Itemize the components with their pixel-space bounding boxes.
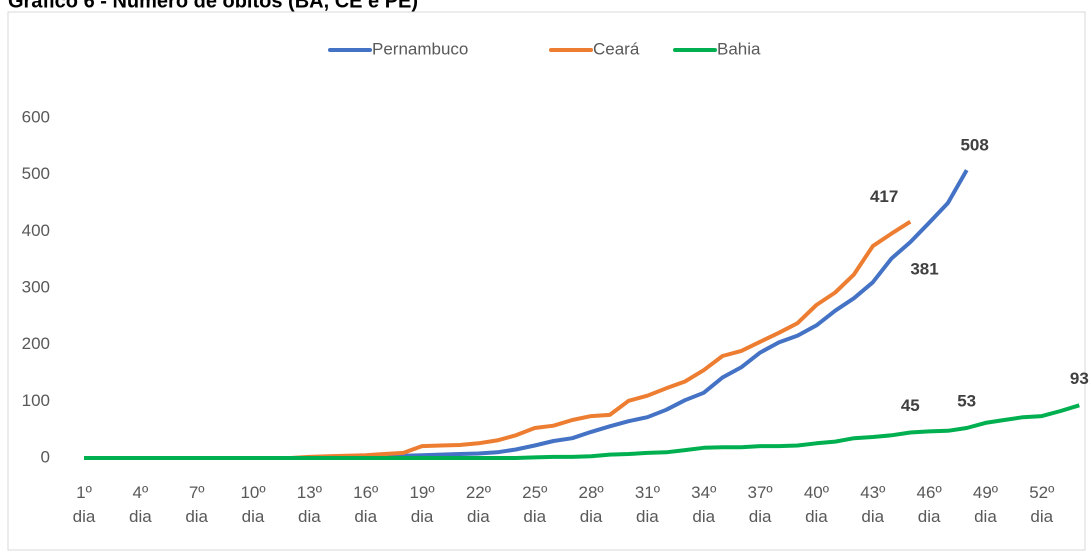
chart-frame <box>7 11 1086 551</box>
x-tick-label: 25º dia <box>522 483 547 526</box>
series-line <box>84 169 969 460</box>
x-tick-label: 16º dia <box>353 483 378 526</box>
x-tick-label: 10º dia <box>240 483 265 526</box>
x-tick-label: 19º dia <box>409 483 434 526</box>
x-tick-label: 49º dia <box>973 483 998 526</box>
y-tick-label: 500 <box>22 164 50 183</box>
data-label: 45 <box>901 396 920 415</box>
data-label: 53 <box>957 391 976 410</box>
x-tick-label: 46º dia <box>917 483 942 526</box>
legend-label: Bahia <box>717 39 761 58</box>
y-tick-label: 300 <box>22 277 50 296</box>
legend-label: Ceará <box>593 39 640 58</box>
x-tick-label: 37º dia <box>748 483 773 526</box>
y-tick-label: 100 <box>22 391 50 410</box>
x-tick-label: 4º dia <box>129 483 152 526</box>
x-tick-label: 43º dia <box>860 483 885 526</box>
x-tick-label: 34º dia <box>691 483 716 526</box>
legend-label: Pernambuco <box>372 39 468 58</box>
x-tick-label: 7º dia <box>185 483 208 526</box>
data-label: 508 <box>960 136 988 155</box>
y-tick-label: 600 <box>22 107 50 126</box>
y-tick-label: 0 <box>41 447 50 466</box>
x-tick-label: 1º dia <box>73 483 96 526</box>
x-tick-label: 31º dia <box>635 483 660 526</box>
x-tick-label: 28º dia <box>578 483 603 526</box>
y-tick-label: 400 <box>22 221 50 240</box>
x-tick-label: 22º dia <box>466 483 491 526</box>
x-tick-label: 40º dia <box>804 483 829 526</box>
series-line <box>84 403 1080 460</box>
data-label: 93 <box>1070 369 1089 388</box>
y-tick-label: 200 <box>22 334 50 353</box>
data-label: 417 <box>870 187 898 206</box>
x-tick-label: 52º dia <box>1029 483 1054 526</box>
x-tick-label: 13º dia <box>297 483 322 526</box>
data-label: 381 <box>910 260 938 279</box>
chart-title: Gráfico 6 - Número de óbitos (BA, CE e P… <box>8 0 418 12</box>
